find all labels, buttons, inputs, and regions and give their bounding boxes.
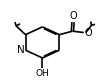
Text: OH: OH bbox=[36, 69, 49, 78]
Text: O: O bbox=[69, 11, 77, 21]
Text: N: N bbox=[17, 45, 25, 55]
Text: O: O bbox=[84, 28, 92, 38]
